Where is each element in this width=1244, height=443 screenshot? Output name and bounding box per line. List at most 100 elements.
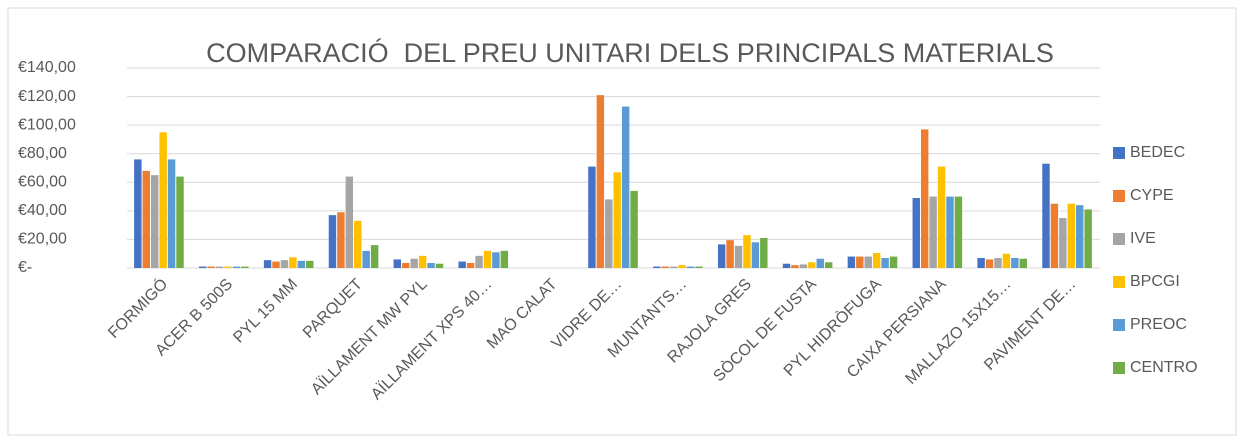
bar: [427, 263, 435, 268]
bar: [1050, 203, 1059, 268]
bar: [1084, 209, 1092, 268]
bar: [337, 212, 345, 268]
bar: [695, 266, 703, 268]
legend-label: PREOC: [1130, 316, 1187, 333]
bar: [678, 265, 686, 268]
y-tick-label: €100,00: [18, 116, 76, 133]
bar: [799, 264, 808, 268]
bar: [630, 190, 638, 268]
y-tick-label: €20,00: [18, 231, 67, 248]
bar: [466, 263, 475, 268]
bar: [142, 170, 151, 268]
bar: [621, 106, 630, 268]
legend-label: CYPE: [1130, 187, 1174, 204]
bar: [872, 253, 881, 268]
bar: [362, 250, 370, 268]
bar: [402, 263, 410, 268]
bar: [176, 176, 184, 268]
bar: [1075, 205, 1084, 268]
y-tick-label: €60,00: [18, 174, 67, 191]
bar: [937, 166, 946, 268]
bar: [791, 265, 799, 268]
bar: [224, 266, 232, 268]
bar: [167, 159, 176, 268]
bar: [159, 132, 167, 268]
bar: [215, 266, 224, 268]
y-tick-label: €80,00: [18, 145, 67, 162]
legend-swatch: [1113, 276, 1125, 288]
bar: [743, 235, 751, 268]
bar: [297, 260, 306, 268]
bar: [418, 255, 427, 268]
bar: [994, 258, 1002, 268]
bar: [151, 175, 159, 268]
bar: [824, 262, 833, 268]
bar: [1019, 258, 1027, 268]
bar: [232, 266, 241, 268]
bar: [653, 266, 661, 268]
legend-swatch: [1113, 233, 1125, 245]
bar: [500, 250, 509, 268]
bar: [669, 266, 678, 268]
bar: [782, 263, 791, 268]
bar: [889, 256, 898, 268]
bar: [920, 129, 929, 268]
bar: [847, 256, 856, 268]
bar: [717, 244, 726, 268]
bar: [345, 176, 354, 268]
bar: [929, 196, 937, 268]
bar: [263, 260, 272, 268]
bar: [808, 262, 816, 268]
bar: [751, 242, 760, 268]
bar: [241, 266, 249, 268]
bar: [661, 266, 669, 268]
bar: [475, 255, 483, 268]
y-tick-label: €120,00: [18, 88, 76, 105]
chart-title: COMPARACIÓ DEL PREU UNITARI DELS PRINCIP…: [206, 37, 1054, 68]
bar: [289, 257, 297, 268]
bar: [1011, 258, 1019, 268]
bar: [588, 166, 596, 268]
bar: [760, 238, 768, 268]
bar: [912, 198, 920, 268]
bar: [280, 260, 289, 268]
bar: [134, 159, 142, 268]
bar: [458, 261, 466, 268]
bar: [613, 172, 621, 268]
bar: [1059, 218, 1067, 268]
bar: [881, 258, 889, 268]
legend-label: IVE: [1130, 230, 1156, 247]
bar: [816, 258, 824, 268]
legend-label: BPCGI: [1130, 273, 1180, 290]
bar: [483, 250, 492, 268]
bar: [596, 95, 605, 269]
bar: [726, 240, 734, 268]
bar: [946, 196, 954, 268]
bar: [410, 258, 418, 268]
legend-label: BEDEC: [1130, 144, 1185, 161]
bar: [199, 266, 207, 268]
legend-swatch: [1113, 190, 1125, 202]
bar: [306, 260, 314, 268]
bar: [954, 196, 963, 268]
bar: [207, 266, 215, 268]
legend-swatch: [1113, 319, 1125, 331]
bar: [1067, 203, 1075, 268]
bar: [856, 256, 864, 268]
bar: [977, 258, 985, 268]
bar: [272, 261, 280, 268]
bar: [1002, 253, 1011, 268]
y-tick-label: €140,00: [18, 59, 76, 76]
bar: [435, 263, 444, 268]
legend-swatch: [1113, 147, 1125, 159]
bar: [370, 245, 379, 268]
bar: [328, 215, 337, 268]
bar: [734, 245, 743, 268]
legend-label: CENTRO: [1130, 359, 1198, 376]
bar: [354, 220, 362, 268]
bar: [686, 266, 695, 268]
bar: [492, 252, 500, 268]
bar: [1042, 163, 1050, 268]
y-tick-label: €40,00: [18, 202, 67, 219]
legend-swatch: [1113, 362, 1125, 374]
